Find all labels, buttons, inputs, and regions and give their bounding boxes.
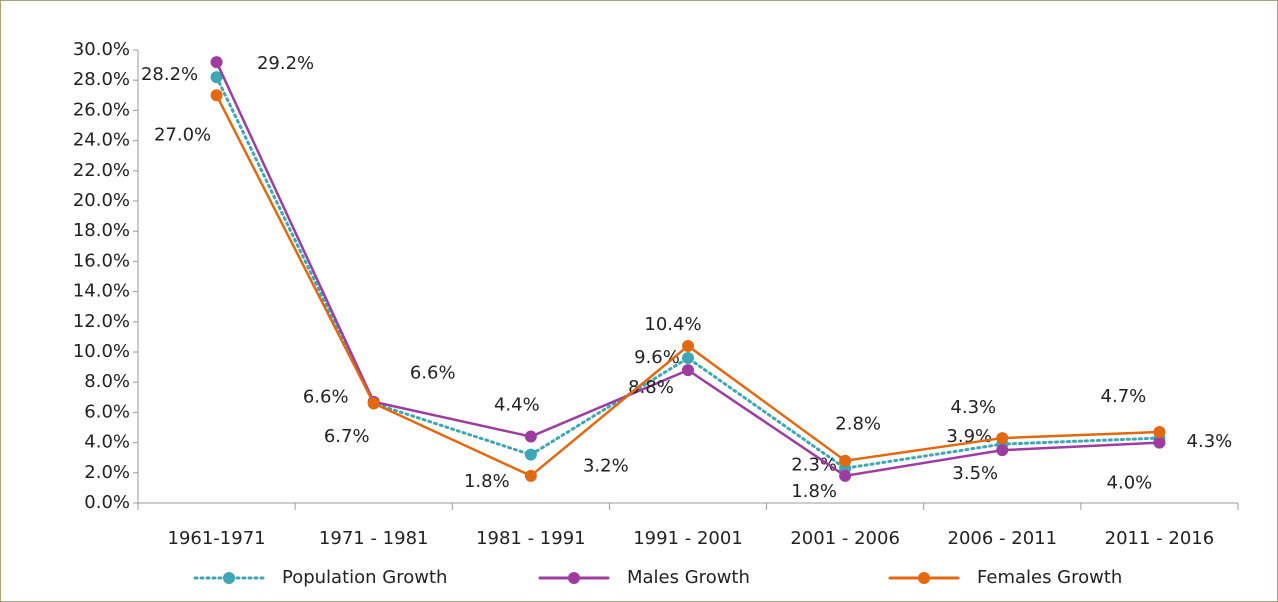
data-label: 4.0% <box>1107 473 1153 494</box>
data-point <box>1153 426 1166 439</box>
y-tick-label: 2.0% <box>84 462 130 483</box>
y-tick-label: 26.0% <box>73 99 130 120</box>
y-tick-label: 20.0% <box>73 190 130 211</box>
data-point <box>682 364 694 377</box>
y-tick-label: 4.0% <box>84 432 130 453</box>
data-point <box>996 444 1009 457</box>
y-tick-label: 24.0% <box>73 130 130 151</box>
data-label: 1.8% <box>464 471 510 492</box>
data-point <box>524 469 537 482</box>
data-point <box>996 432 1009 445</box>
x-tick-label: 1971 - 1981 <box>319 528 429 549</box>
data-label: 4.4% <box>494 395 540 416</box>
x-tick-label: 1961-1971 <box>168 528 266 549</box>
data-label: 6.7% <box>324 426 370 447</box>
legend-label: Population Growth <box>282 567 447 588</box>
y-tick-label: 12.0% <box>73 311 130 332</box>
data-label: 8.8% <box>628 377 674 398</box>
data-label: 3.2% <box>583 456 629 477</box>
y-tick-label: 0.0% <box>84 492 130 513</box>
data-label: 28.2% <box>141 64 198 85</box>
x-tick-label: 2001 - 2006 <box>790 528 900 549</box>
data-label: 29.2% <box>257 53 314 74</box>
legend-marker <box>568 572 580 584</box>
data-label: 3.5% <box>952 463 998 484</box>
data-label: 4.3% <box>1187 431 1233 452</box>
y-tick-label: 14.0% <box>73 281 130 302</box>
y-tick-label: 30.0% <box>73 39 130 60</box>
x-tick-label: 1991 - 2001 <box>633 528 743 549</box>
data-label: 1.8% <box>791 481 837 502</box>
data-point <box>682 339 694 352</box>
data-label: 4.3% <box>950 397 996 418</box>
legend-marker <box>918 572 930 584</box>
data-point <box>839 454 852 467</box>
data-point <box>682 352 694 365</box>
data-label: 10.4% <box>644 314 701 335</box>
data-label: 2.3% <box>791 454 837 475</box>
data-label: 6.6% <box>303 386 349 407</box>
y-tick-label: 10.0% <box>73 341 130 362</box>
y-tick-label: 18.0% <box>73 220 130 241</box>
legend-marker <box>223 572 235 584</box>
legend-label: Females Growth <box>977 567 1122 588</box>
data-point <box>524 430 537 443</box>
y-tick-label: 16.0% <box>73 250 130 271</box>
legend-label: Males Growth <box>627 567 750 588</box>
data-label: 27.0% <box>154 124 211 145</box>
y-tick-label: 6.0% <box>84 401 130 422</box>
data-label: 2.8% <box>835 414 881 435</box>
data-label: 4.7% <box>1101 386 1147 407</box>
data-point <box>210 89 223 102</box>
x-tick-label: 1981 - 1991 <box>476 528 586 549</box>
data-label: 6.6% <box>410 362 456 383</box>
x-tick-label: 2006 - 2011 <box>948 528 1058 549</box>
y-tick-label: 8.0% <box>84 371 130 392</box>
data-point <box>210 71 223 84</box>
data-point <box>1153 436 1166 449</box>
y-tick-label: 28.0% <box>73 69 130 90</box>
data-point <box>367 397 380 410</box>
data-point <box>210 56 223 69</box>
y-tick-label: 22.0% <box>73 160 130 181</box>
data-point <box>524 448 537 461</box>
data-point <box>839 469 852 482</box>
x-tick-label: 2011 - 2016 <box>1105 528 1215 549</box>
